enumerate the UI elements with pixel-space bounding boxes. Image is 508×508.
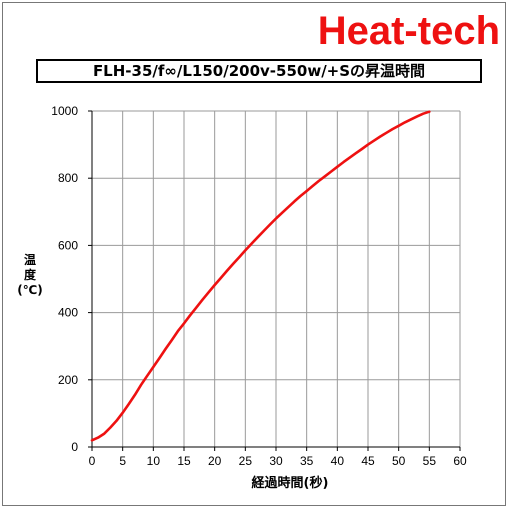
x-tick-label: 5 — [119, 454, 126, 468]
series-layer — [90, 110, 431, 442]
x-tick-label: 15 — [177, 454, 191, 468]
x-tick-label: 25 — [239, 454, 253, 468]
y-axis-label-line: (℃) — [17, 283, 43, 297]
x-tick-label: 60 — [453, 454, 467, 468]
grid — [91, 110, 461, 448]
x-tick-label: 10 — [147, 454, 161, 468]
x-tick-label: 0 — [89, 454, 96, 468]
y-tick-label: 200 — [58, 373, 78, 387]
y-tick-label: 400 — [58, 306, 78, 320]
x-tick-label: 30 — [269, 454, 283, 468]
x-tick-label: 55 — [423, 454, 437, 468]
x-tick-label: 20 — [208, 454, 222, 468]
x-tick-label: 35 — [300, 454, 314, 468]
chart-title: FLH-35/f∞/L150/200v-550w/+Sの昇温時間 — [36, 59, 482, 83]
series-line — [90, 110, 431, 442]
x-tick-label: 45 — [361, 454, 375, 468]
y-axis-label: 温 度 (℃) — [12, 253, 48, 298]
y-axis-label-line: 度 — [23, 268, 36, 282]
y-tick-label: 600 — [58, 238, 78, 252]
y-tick-label: 800 — [58, 171, 78, 185]
x-tick-label: 50 — [392, 454, 406, 468]
y-tick-label: 1000 — [51, 104, 78, 118]
y-tick-label: 0 — [71, 440, 78, 454]
axes: 0 5 10 15 20 25 30 35 40 45 50 55 600200400600800100… — [51, 104, 467, 468]
brand-logo: Heat-tech — [317, 9, 500, 53]
x-tick-label: 40 — [331, 454, 345, 468]
y-axis-label-line: 温 — [23, 253, 36, 267]
x-axis-label: 経過時間(秒) — [251, 476, 329, 491]
